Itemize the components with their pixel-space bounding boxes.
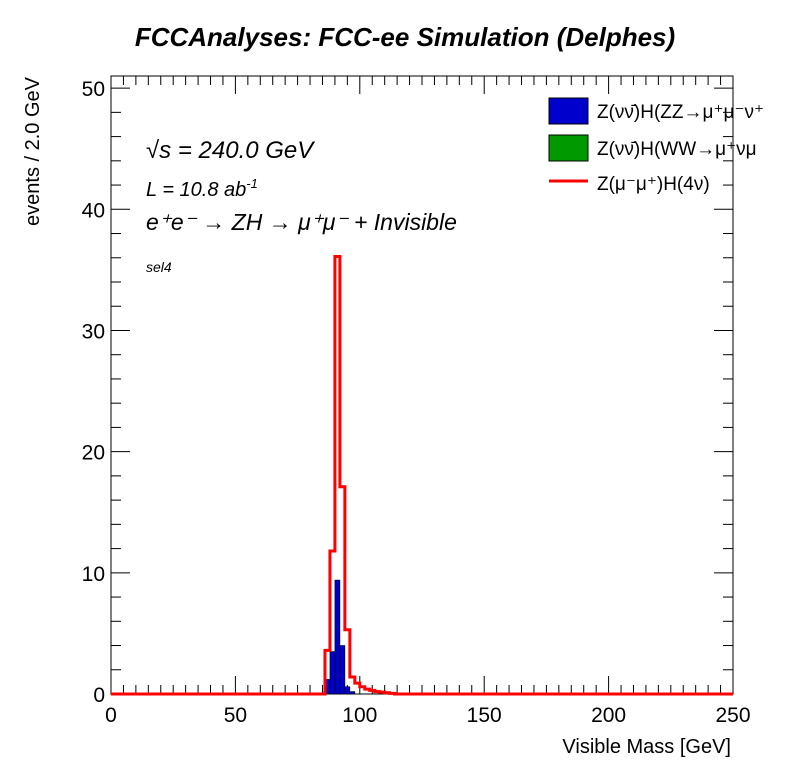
bar-series-0: [339, 645, 346, 695]
sqrt-s-symbol: √s: [146, 137, 171, 164]
bar-series-0: [349, 691, 356, 695]
y-tick-label: 40: [82, 199, 105, 222]
x-tick-label: 50: [224, 704, 247, 727]
sqrt-s-value: = 240.0 GeV: [171, 137, 315, 164]
legend-label-4nu: Z(μ⁻μ⁺)H(4ν): [597, 174, 710, 195]
legend-label-ww: Z(νν̄)H(WW→μ⁺νμ: [597, 139, 757, 160]
y-tick-label: 30: [82, 320, 105, 343]
y-axis-label: events / 2.0 GeV: [22, 76, 44, 226]
legend-swatch-ww: [548, 134, 589, 162]
sqrt-s-annotation: √s = 240.0 GeV: [146, 137, 315, 164]
luminosity-exponent: -1: [246, 176, 258, 191]
axis-ticks: [110, 76, 734, 695]
y-tick-label: 50: [82, 78, 105, 101]
histogram-lines: [111, 255, 733, 696]
plot-frame: [110, 75, 734, 695]
process-annotation: e⁺e⁻ → ZH → μ⁺μ⁻ + Invisible: [146, 209, 457, 235]
y-tick-label: 10: [82, 563, 105, 586]
y-tick-label: 0: [93, 684, 105, 707]
x-axis-label: Visible Mass [GeV]: [562, 736, 731, 758]
histogram-bars: [324, 579, 356, 695]
legend-swatch-zz: [548, 97, 589, 125]
x-tick-label: 200: [591, 704, 626, 727]
tick-labels: 0 50 100 150 200 250 0 10 20 30 40 50: [82, 78, 751, 727]
bar-series-0: [344, 686, 351, 695]
legend-label-zz: Z(νν̄)H(ZZ→μ⁺μ⁻ν⁺: [597, 102, 764, 123]
x-tick-label: 0: [105, 704, 117, 727]
bar-series-0: [329, 651, 336, 695]
luminosity-text: L = 10.8 ab: [146, 179, 246, 201]
selection-annotation: sel4: [146, 259, 172, 275]
chart-title: FCCAnalyses: FCC-ee Simulation (Delphes): [135, 22, 675, 52]
line-series-2: [111, 255, 733, 696]
legend: Z(νν̄)H(ZZ→μ⁺μ⁻ν⁺ Z(νν̄)H(WW→μ⁺νμ Z(μ⁻μ⁺…: [548, 97, 764, 195]
x-tick-label: 150: [467, 704, 502, 727]
bar-series-0: [334, 579, 341, 695]
y-tick-label: 20: [82, 442, 105, 465]
luminosity-annotation: L = 10.8 ab-1: [146, 176, 258, 201]
x-tick-label: 100: [342, 704, 377, 727]
x-tick-label: 250: [715, 704, 750, 727]
